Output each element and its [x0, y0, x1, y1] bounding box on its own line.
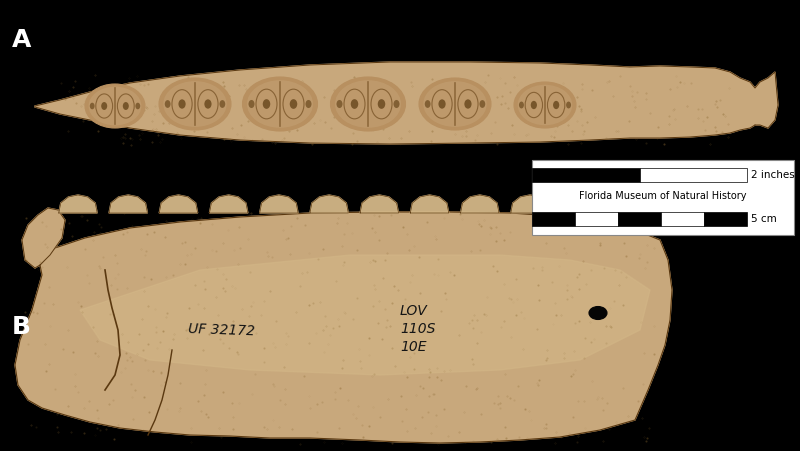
Ellipse shape: [135, 103, 140, 109]
Ellipse shape: [394, 100, 399, 108]
Ellipse shape: [163, 81, 226, 127]
Bar: [532, 212, 575, 226]
Polygon shape: [15, 212, 672, 443]
Text: 10E: 10E: [400, 340, 426, 354]
Ellipse shape: [290, 99, 298, 109]
Bar: [618, 212, 661, 226]
Ellipse shape: [89, 87, 142, 125]
Ellipse shape: [589, 307, 607, 319]
Ellipse shape: [159, 78, 231, 130]
Ellipse shape: [306, 100, 311, 108]
Text: Florida Museum of Natural History: Florida Museum of Natural History: [579, 191, 746, 201]
Polygon shape: [22, 208, 65, 268]
Ellipse shape: [219, 100, 226, 108]
Ellipse shape: [204, 99, 211, 109]
Ellipse shape: [350, 99, 358, 109]
Polygon shape: [58, 195, 98, 213]
Polygon shape: [159, 195, 198, 213]
Ellipse shape: [178, 99, 186, 109]
Ellipse shape: [378, 99, 386, 109]
Ellipse shape: [530, 101, 537, 109]
Ellipse shape: [479, 100, 486, 108]
Polygon shape: [109, 195, 147, 213]
Bar: [704, 212, 747, 226]
Polygon shape: [80, 255, 650, 375]
Text: B: B: [12, 315, 31, 339]
Ellipse shape: [519, 101, 524, 108]
Ellipse shape: [262, 99, 270, 109]
Ellipse shape: [330, 77, 406, 131]
Polygon shape: [461, 195, 499, 213]
Ellipse shape: [165, 100, 170, 108]
Text: A: A: [12, 28, 31, 52]
Ellipse shape: [101, 102, 107, 110]
Ellipse shape: [85, 84, 145, 128]
Text: 5 cm: 5 cm: [751, 214, 777, 224]
Bar: [532, 160, 794, 235]
Ellipse shape: [337, 100, 342, 108]
Polygon shape: [310, 195, 348, 213]
Ellipse shape: [335, 80, 401, 128]
Ellipse shape: [419, 78, 491, 130]
Ellipse shape: [242, 77, 318, 131]
Polygon shape: [210, 195, 248, 213]
Text: LOV: LOV: [400, 304, 428, 318]
Ellipse shape: [425, 100, 430, 108]
Ellipse shape: [90, 103, 94, 109]
Text: UF 32172: UF 32172: [188, 322, 255, 338]
Ellipse shape: [518, 85, 572, 125]
Polygon shape: [35, 62, 778, 144]
Bar: [575, 212, 618, 226]
Ellipse shape: [553, 101, 559, 109]
Ellipse shape: [514, 82, 576, 128]
Text: 110S: 110S: [400, 322, 435, 336]
Ellipse shape: [438, 99, 446, 109]
Polygon shape: [360, 195, 398, 213]
Bar: [639, 168, 747, 182]
Bar: [532, 168, 639, 182]
Polygon shape: [510, 195, 550, 213]
Text: 2 inches: 2 inches: [751, 170, 794, 180]
Ellipse shape: [464, 99, 471, 109]
Ellipse shape: [123, 102, 129, 110]
Polygon shape: [260, 195, 298, 213]
Polygon shape: [410, 195, 449, 213]
Ellipse shape: [247, 80, 313, 128]
Ellipse shape: [423, 81, 486, 127]
Bar: [661, 212, 704, 226]
Ellipse shape: [566, 101, 571, 108]
Ellipse shape: [249, 100, 254, 108]
